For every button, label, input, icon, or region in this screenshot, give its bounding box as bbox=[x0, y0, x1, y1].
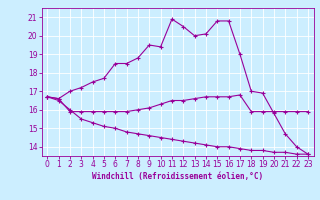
X-axis label: Windchill (Refroidissement éolien,°C): Windchill (Refroidissement éolien,°C) bbox=[92, 172, 263, 181]
